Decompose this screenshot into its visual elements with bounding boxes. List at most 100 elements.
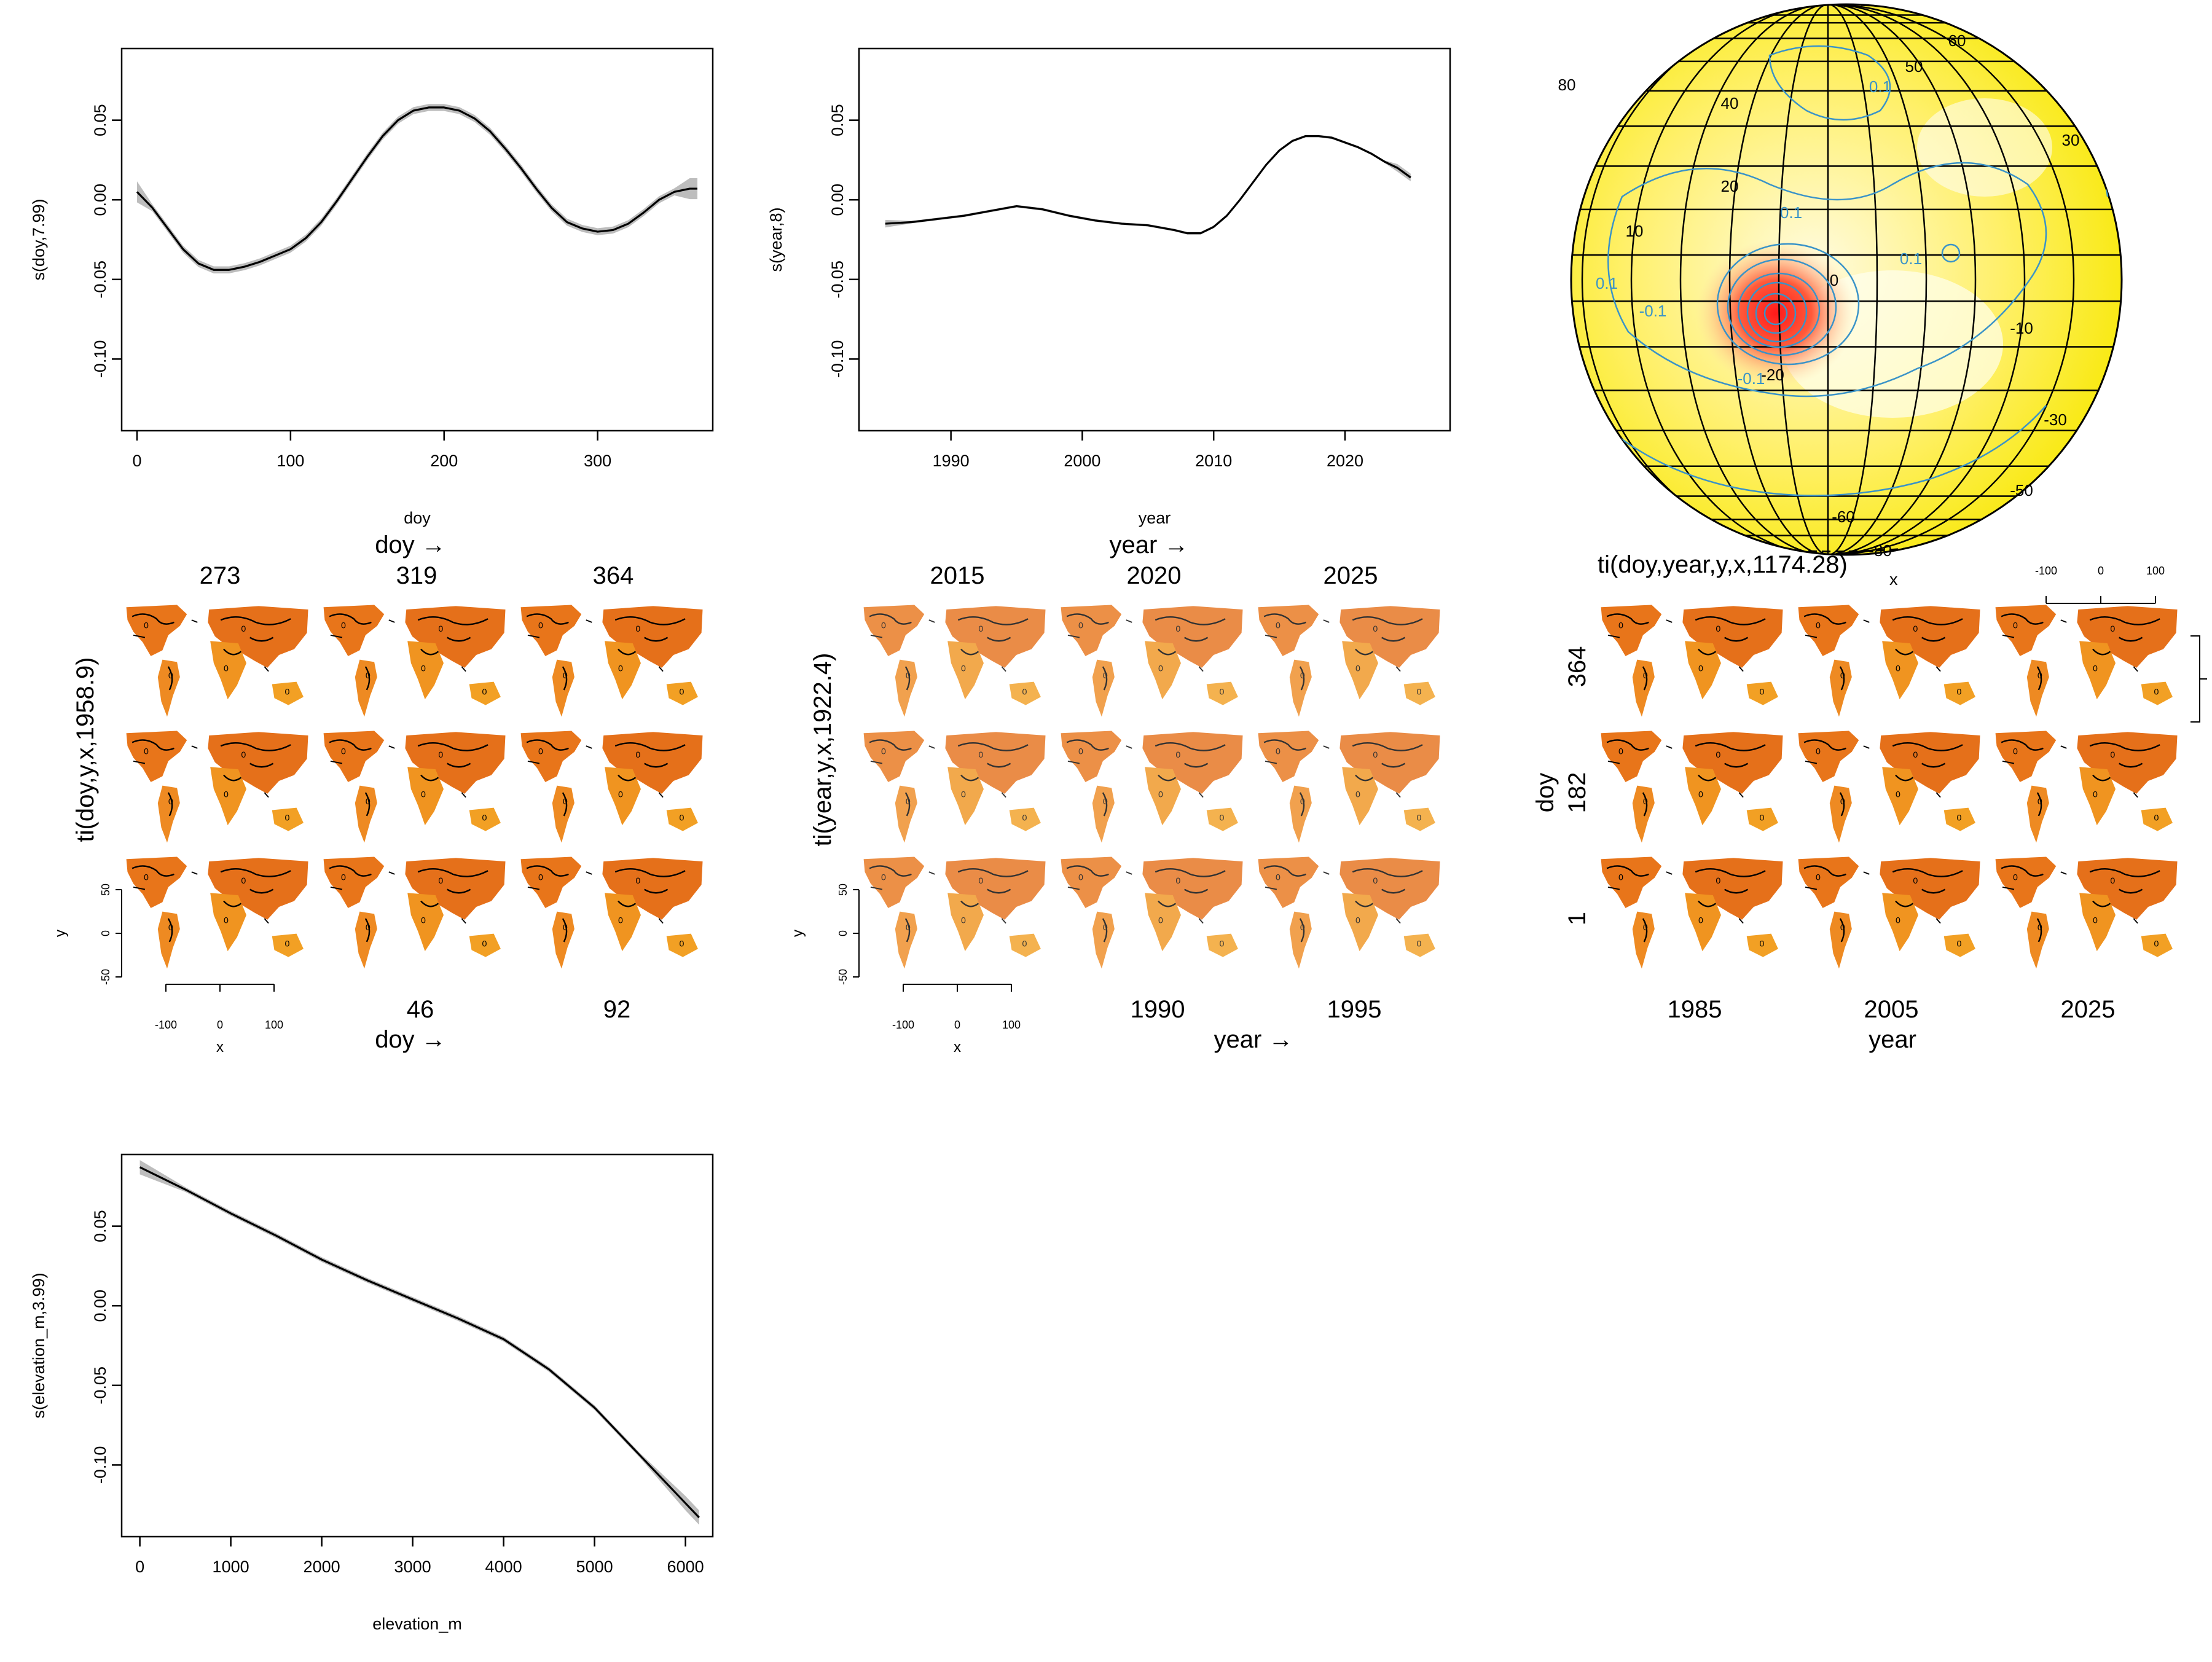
series-line [885,136,1411,233]
inner-x-tick-label: 0 [217,1019,223,1031]
x-tick-label: 4000 [485,1558,522,1576]
latitude-label: 60 [1948,31,1966,50]
map-cell [324,731,506,842]
y-tick-label: 0.05 [828,104,847,136]
inner-y-tick-label: 0 [837,930,849,936]
tick-label: 1 [1564,912,1591,925]
map-cell [521,605,703,716]
y-axis-label: ti(doy,y,x,1958.9) [72,657,99,842]
tick-label: 1995 [1327,996,1382,1023]
plot-frame [122,1154,713,1537]
confidence-band [137,104,697,273]
contour-label: -0.1 [1738,369,1765,388]
map-grid [127,605,703,968]
x-tick-label: 2000 [304,1558,340,1576]
y-axis: -0.10 -0.05 0.00 0.05 [828,104,859,378]
latitude-label: -60 [1832,508,1855,526]
latitude-label: 40 [1721,94,1739,112]
map-cell [1601,605,1783,716]
map-cell [864,605,1046,716]
y-tick-label: -0.05 [828,261,847,299]
x-axis-label: year [1869,1026,1916,1053]
y-axis-label: doy [1532,773,1559,813]
inner-y-tick-label: 50 [837,884,849,896]
tick-label: 2025 [1324,562,1378,589]
latitude-label: 80 [1558,76,1576,94]
map-cell [1258,605,1440,716]
y-tick-label: -0.10 [91,340,109,378]
inner-x-tick-label: -100 [155,1019,177,1031]
tick-label: 364 [593,562,634,589]
map-cell [864,731,1046,842]
y-tick-label: 0.00 [91,184,109,216]
latitude-label: -30 [2044,410,2067,429]
bottom-axis-label: doy → [375,1026,446,1053]
map-grid [864,605,1440,968]
mini-tick-label: 0 [2098,565,2104,577]
latitude-label: -10 [2010,319,2033,337]
tick-label: 182 [1564,772,1591,813]
latitude-label: 10 [1626,222,1644,240]
inner-x-tick-label: 0 [954,1019,960,1031]
inner-x-tick-label: -100 [892,1019,914,1031]
confidence-band [885,135,1411,234]
plot-frame [122,49,713,431]
y-tick-label: -0.10 [91,1446,109,1484]
latitude-label: 0 [1830,271,1838,289]
y-tick-label: -0.05 [91,1366,109,1405]
latitude-label: -50 [2010,481,2033,500]
map-cell [1798,731,1980,842]
y-axis-label: s(elevation_m,3.99) [29,1272,48,1418]
x-tick-label: 2010 [1195,452,1232,470]
map-cell [1798,605,1980,716]
y-tick-label: -0.10 [828,340,847,378]
map-cell [1996,605,2178,716]
y-tick-label: 0.00 [828,184,847,216]
year-smooth-line [885,136,1411,233]
side-ticks: 364 182 1 [1564,646,1591,926]
ci-band-area [140,1160,699,1524]
mini-tick-label: -100 [2035,565,2057,577]
y-tick-label: 0.00 [91,1290,109,1322]
x-axis-label: year [1139,509,1171,527]
x-tick-label: 5000 [576,1558,613,1576]
contour-label: 0.1 [1596,274,1618,292]
map-cell [1996,731,2178,842]
map-cell [1061,605,1243,716]
bottom-axis-label: year → [1214,1026,1293,1053]
tick-label: 1990 [1131,996,1185,1023]
y-axis: -0.10 -0.05 0.00 0.05 [91,1210,122,1484]
y-tick-label: 0.05 [91,1210,109,1242]
top-axis-label: doy → [375,531,446,559]
map-cell [864,856,1046,968]
confidence-band [140,1160,699,1524]
mini-y-axis [2190,636,2207,722]
x-tick-label: 0 [132,452,141,470]
latitude-label: -80 [1869,541,1892,560]
tick-label: 364 [1564,646,1591,688]
inner-x-tick-label: 100 [1002,1019,1021,1031]
map-cell [1798,856,1980,968]
map-cell [1061,856,1243,968]
mini-tick-label: 100 [2146,565,2165,577]
x-tick-label: 200 [430,452,458,470]
panel-title: ti(doy,year,y,x,1174.28) [1598,551,1848,578]
tick-label: 2025 [2061,996,2116,1023]
inner-x-tick-label: 100 [265,1019,283,1031]
tick-label: 46 [407,996,434,1023]
contour-label: 0.1 [1780,203,1802,222]
map-cell [1258,731,1440,842]
map-grid [1601,605,2178,968]
